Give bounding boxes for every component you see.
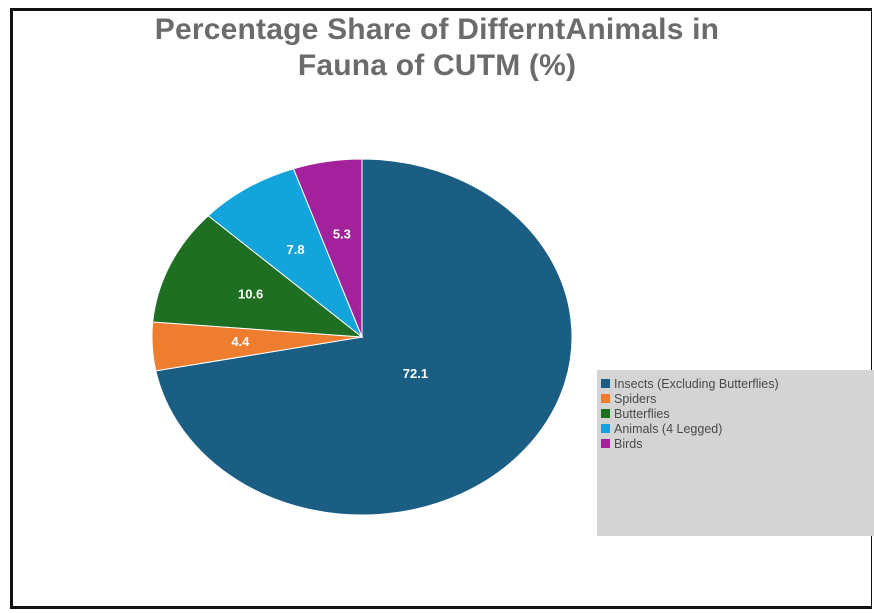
slice-label-2: 10.6	[238, 287, 263, 302]
legend-swatch-4	[601, 439, 610, 448]
slice-label-1: 4.4	[231, 334, 250, 349]
legend-swatch-3	[601, 424, 610, 433]
legend-swatch-2	[601, 409, 610, 418]
legend-label-2: Butterflies	[614, 406, 670, 421]
legend-label-3: Animals (4 Legged)	[614, 421, 723, 436]
legend-item-0: Insects (Excluding Butterflies)	[601, 376, 874, 391]
chart-title-line-1: Percentage Share of DifferntAnimals in	[154, 13, 720, 46]
slice-label-0: 72.1	[403, 366, 428, 381]
legend-swatch-0	[601, 379, 610, 388]
pie-slice-3	[207, 168, 364, 339]
pie-slice-4	[292, 158, 363, 338]
legend-label-0: Insects (Excluding Butterflies)	[614, 376, 779, 391]
legend-item-4: Birds	[601, 436, 874, 451]
chart-title: Percentage Share of DifferntAnimals in F…	[0, 12, 874, 84]
legend-item-1: Spiders	[601, 391, 874, 406]
legend-item-2: Butterflies	[601, 406, 874, 421]
chart-title-line-2: Fauna of CUTM (%)	[297, 49, 577, 82]
legend-label-4: Birds	[614, 436, 643, 451]
slice-label-3: 7.8	[287, 242, 305, 257]
chart-legend: Insects (Excluding Butterflies) Spiders Bu…	[597, 370, 874, 536]
slice-label-4: 5.3	[333, 227, 351, 242]
legend-label-1: Spiders	[614, 391, 657, 406]
legend-swatch-1	[601, 394, 610, 403]
pie-slice-0	[155, 158, 573, 516]
pie-slice-2	[152, 215, 364, 338]
legend-item-3: Animals (4 Legged)	[601, 421, 874, 436]
